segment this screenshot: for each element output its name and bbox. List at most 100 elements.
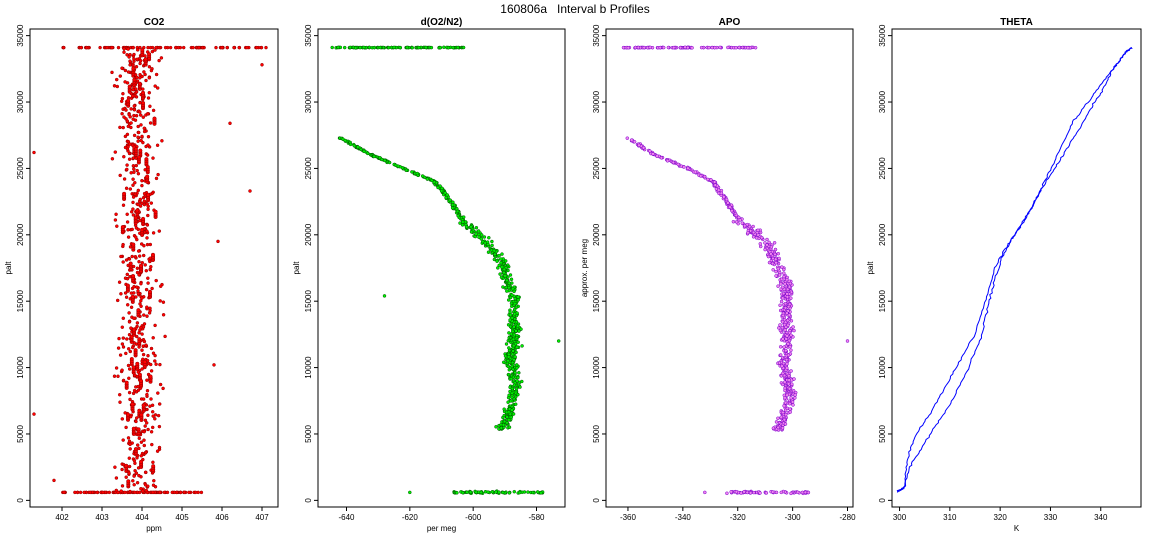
y-tick-label: 30000 xyxy=(16,90,25,113)
data-point xyxy=(125,53,129,57)
data-point xyxy=(121,260,125,264)
data-point xyxy=(165,490,170,495)
data-point xyxy=(148,242,153,247)
data-point xyxy=(122,47,126,51)
data-point xyxy=(442,45,446,50)
data-point xyxy=(155,86,160,90)
data-point xyxy=(126,479,131,484)
y-tick-label: 30000 xyxy=(592,90,601,113)
data-point xyxy=(724,197,729,202)
data-point xyxy=(214,45,218,50)
data-point xyxy=(138,197,143,202)
data-point xyxy=(348,142,353,147)
data-point xyxy=(784,412,788,417)
data-point xyxy=(502,267,507,272)
data-point xyxy=(516,298,521,302)
data-point xyxy=(124,425,128,430)
data-point xyxy=(158,362,162,367)
data-point xyxy=(135,48,140,52)
data-point xyxy=(136,130,141,135)
data-point xyxy=(151,490,155,495)
data-point xyxy=(129,107,133,111)
data-point xyxy=(154,278,158,283)
data-point xyxy=(781,337,785,341)
data-point xyxy=(726,45,730,50)
data-point xyxy=(153,209,158,214)
data-point xyxy=(451,200,455,205)
panel-title: THETA xyxy=(1000,17,1033,28)
data-point xyxy=(116,346,121,350)
data-point xyxy=(516,340,520,344)
data-point xyxy=(512,383,517,387)
data-point xyxy=(781,361,786,366)
data-point xyxy=(118,173,122,178)
data-point xyxy=(117,280,122,284)
data-point xyxy=(147,289,153,294)
data-point xyxy=(145,236,149,240)
data-point xyxy=(678,45,683,50)
data-point xyxy=(118,125,122,130)
data-point xyxy=(137,337,142,342)
data-point xyxy=(132,284,136,289)
data-point xyxy=(780,320,785,324)
data-point xyxy=(785,318,790,323)
data-point xyxy=(132,113,136,118)
data-point xyxy=(789,396,793,400)
data-point xyxy=(740,221,745,225)
data-point xyxy=(117,392,122,397)
data-point xyxy=(123,80,127,84)
data-point xyxy=(490,243,494,248)
data-point xyxy=(789,296,793,300)
data-point xyxy=(110,157,115,161)
data-point xyxy=(130,227,134,232)
data-point xyxy=(146,96,151,100)
data-point xyxy=(118,74,123,78)
data-point xyxy=(800,490,805,495)
data-point xyxy=(139,138,143,143)
data-point xyxy=(141,352,146,357)
data-point xyxy=(120,111,124,116)
data-point xyxy=(785,292,789,296)
data-point xyxy=(153,353,157,358)
data-point xyxy=(32,150,36,155)
data-point xyxy=(132,388,137,393)
data-point xyxy=(712,180,717,184)
data-point xyxy=(131,207,135,211)
data-point xyxy=(763,241,767,245)
data-point xyxy=(142,438,146,442)
data-point xyxy=(508,389,512,394)
panel-title: APO xyxy=(719,17,741,28)
data-point xyxy=(722,195,726,199)
data-point xyxy=(151,483,156,487)
data-point xyxy=(129,171,133,175)
data-point xyxy=(387,160,392,165)
data-point xyxy=(168,45,173,50)
data-point xyxy=(146,427,150,432)
data-point xyxy=(133,118,138,122)
data-point xyxy=(148,404,152,408)
data-point xyxy=(783,401,788,405)
data-point xyxy=(141,357,145,362)
data-point xyxy=(124,108,128,112)
data-point xyxy=(767,240,771,245)
data-point xyxy=(128,63,132,67)
data-point xyxy=(146,281,150,285)
data-point xyxy=(773,257,778,262)
data-point xyxy=(135,57,139,62)
data-point xyxy=(785,334,789,338)
data-point xyxy=(782,345,786,349)
data-point xyxy=(343,138,347,143)
data-point xyxy=(510,408,514,412)
data-point xyxy=(511,349,515,353)
data-point xyxy=(517,490,522,495)
data-point xyxy=(140,134,144,139)
data-point xyxy=(126,235,131,239)
data-point xyxy=(510,316,514,320)
data-point xyxy=(126,347,131,351)
data-point xyxy=(147,65,152,69)
data-point xyxy=(486,250,491,254)
data-point xyxy=(150,252,156,257)
data-point xyxy=(785,295,790,299)
data-point xyxy=(642,45,646,50)
